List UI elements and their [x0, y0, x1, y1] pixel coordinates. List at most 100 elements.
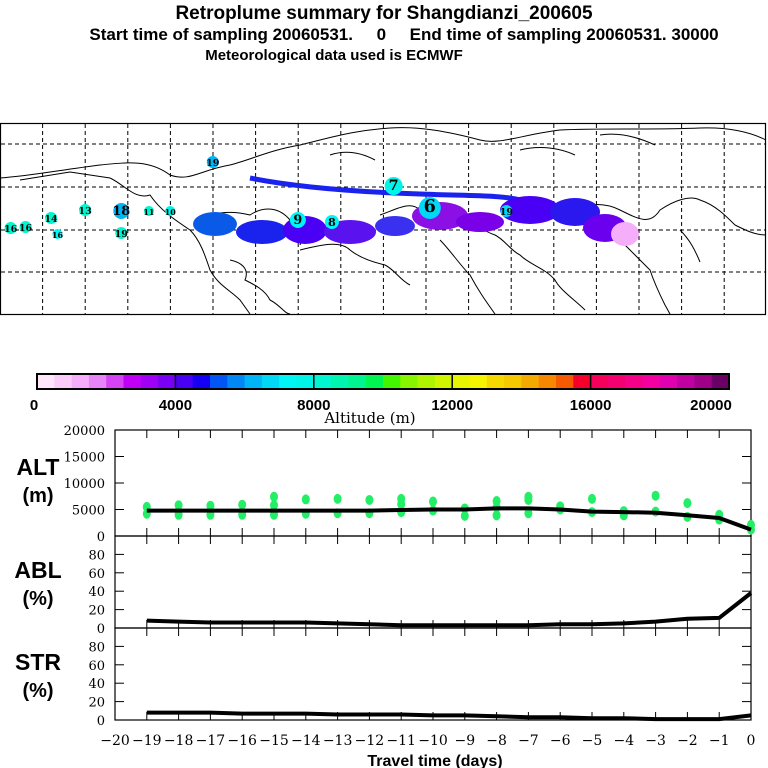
x-tick-label: −12 [355, 733, 385, 749]
colorbar-swatch [694, 374, 713, 389]
colorbar-swatch [175, 374, 194, 389]
colorbar-swatch [192, 374, 211, 389]
panel-frame [114, 627, 752, 721]
trajectory-marker: 9 [289, 212, 306, 228]
particle-cluster-point [365, 494, 374, 505]
colorbar-swatch [486, 374, 505, 389]
y-tick-label: 80 [88, 640, 105, 655]
panel-frame [114, 429, 752, 537]
colorbar-swatch [313, 374, 332, 389]
panel-abl: 0 20 40 60 80 ABL (%) [14, 535, 753, 637]
plume-blob [550, 198, 600, 226]
y-tick-label: 20 [88, 604, 105, 619]
plume-blob [500, 196, 560, 224]
colorbar-swatch [383, 374, 401, 389]
x-tick-label: −4 [613, 733, 634, 749]
trajectory-marker: 10 [165, 206, 176, 217]
x-tick-label: −20 [100, 733, 130, 749]
marker-dot [324, 215, 339, 229]
str-line [146, 710, 752, 722]
alt-line [146, 506, 752, 532]
x-tick-label: 0 [747, 733, 756, 749]
panel-alt: 0 5000 10000 15000 20000 ALT (m) [16, 424, 755, 545]
colorbar-swatch [158, 374, 176, 389]
panel-label: ABL [14, 557, 61, 583]
particle-cluster-point [301, 494, 310, 505]
y-tick-label: 0 [97, 530, 105, 545]
panel-label: ALT [16, 454, 59, 480]
colorbar-swatch [348, 374, 367, 389]
colorbar-swatch [296, 374, 315, 389]
marker-dot [143, 206, 154, 216]
x-tick-label: −15 [259, 733, 289, 749]
coastlines [0, 127, 767, 315]
y-tick-label: 10000 [64, 477, 105, 492]
panel-frame [114, 535, 752, 629]
colorbar-swatch [556, 374, 574, 389]
colorbar-swatch [279, 374, 297, 389]
particle-cluster-point [460, 510, 469, 521]
colorbar-swatch [331, 374, 349, 389]
colorbar-swatch [210, 374, 228, 389]
particle-cluster-point [492, 496, 501, 507]
x-tick-label: −3 [645, 733, 666, 749]
panel-unit: (m) [22, 485, 53, 507]
met-data-subtitle: Meteorological data used is ECMWF [205, 47, 463, 64]
colorbar-tick-label: 12000 [431, 397, 473, 414]
marker-dot [206, 156, 219, 168]
marker-dot [19, 221, 32, 233]
trajectory-marker: 13 [78, 204, 92, 217]
marker-day-label: 6 [424, 196, 436, 217]
trajectory-marker: 6 [418, 196, 441, 219]
marker-day-label: 16 [52, 230, 64, 240]
colorbar-swatch [711, 374, 730, 389]
colorbar-swatch [607, 374, 626, 389]
colorbar-swatch [54, 374, 73, 389]
colorbar-tick-label: 16000 [570, 397, 612, 414]
plume-blob [236, 220, 288, 244]
x-tick-label: −19 [132, 733, 162, 749]
x-tick-label: −2 [677, 733, 698, 749]
x-tick-label: −7 [518, 733, 539, 749]
particle-cluster-point [683, 498, 692, 509]
marker-dot [52, 229, 63, 239]
panel-unit: (%) [22, 588, 53, 610]
trajectory-marker: 19 [115, 227, 128, 240]
marker-day-label: 14 [44, 214, 58, 225]
marker-dot [79, 204, 92, 216]
plume-blob [193, 212, 237, 236]
marker-day-label: 8 [328, 215, 336, 229]
x-tick-label: −5 [582, 733, 603, 749]
plume-blob [456, 212, 504, 232]
trajectory-marker: 19 [500, 205, 513, 218]
marker-day-label: 11 [143, 207, 154, 217]
trajectory-marker: 8 [324, 215, 339, 229]
colorbar-tick-label: 0 [30, 397, 38, 414]
marker-day-label: 7 [389, 177, 399, 194]
trajectory-marker: 16 [52, 229, 64, 240]
y-tick-label: 5000 [72, 504, 105, 519]
plume-blob [375, 216, 415, 236]
colorbar-swatch [71, 374, 90, 389]
particle-cluster-point [238, 499, 247, 510]
trajectory-marker: 14 [44, 212, 58, 225]
colorbar-swatch [469, 374, 488, 389]
colorbar-swatch [452, 374, 470, 389]
trajectory-marker: 18 [112, 203, 130, 219]
colorbar-swatch [140, 374, 159, 389]
timeseries-panels: 0 5000 10000 15000 20000 ALT (m) 0 20 40 60 80 ABL (%… [14, 424, 755, 749]
y-tick-label: 40 [88, 677, 105, 692]
y-tick-label: 60 [88, 567, 105, 582]
plume-blob-source [611, 222, 639, 246]
x-tick-label: −18 [164, 733, 194, 749]
y-tick-label: 60 [88, 659, 105, 674]
colorbar-swatch [642, 374, 661, 389]
colorbar-swatch [37, 374, 55, 389]
x-tick-label: −17 [196, 733, 226, 749]
marker-dot [4, 222, 17, 234]
x-tick-label: −14 [291, 733, 321, 749]
colorbar-swatch [521, 374, 540, 389]
marker-day-label: 19 [206, 158, 220, 169]
